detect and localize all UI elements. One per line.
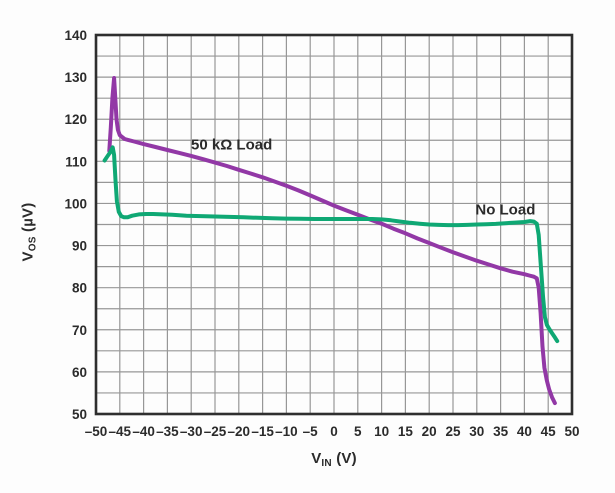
y-tick-label: 140 — [64, 28, 87, 43]
x-axis-label-symbol: V — [311, 450, 322, 467]
x-tick-label: –40 — [132, 424, 155, 439]
y-axis-label-symbol: V — [19, 251, 37, 262]
x-tick-label: –25 — [204, 424, 227, 439]
y-axis-label-subscript: OS — [27, 236, 39, 252]
x-tick-label: –5 — [303, 424, 319, 439]
x-axis-label-subscript: IN — [321, 458, 332, 469]
x-axis-label: VIN (V) — [311, 450, 357, 469]
x-tick-label: –50 — [85, 424, 108, 439]
x-tick-label: 35 — [493, 424, 509, 439]
x-tick-label: 25 — [445, 424, 461, 439]
x-tick-label: 0 — [330, 424, 338, 439]
x-tick-label: 15 — [398, 424, 414, 439]
plot-frame — [94, 33, 574, 416]
x-tick-label: 40 — [517, 424, 532, 439]
y-tick-label: 100 — [64, 196, 87, 211]
series-curve-1 — [102, 145, 560, 344]
x-tick-label: –30 — [180, 424, 203, 439]
x-axis-label-unit: (V) — [331, 450, 357, 467]
x-tick-label: 10 — [374, 424, 389, 439]
x-tick-label: 30 — [469, 424, 484, 439]
y-tick-label: 80 — [72, 281, 87, 296]
y-tick-label: 120 — [64, 112, 87, 127]
series-annotation-0: 50 kΩ Load — [191, 136, 272, 153]
x-tick-label: –45 — [109, 424, 132, 439]
y-tick-label: 60 — [72, 365, 87, 380]
x-tick-label: –35 — [156, 424, 179, 439]
x-tick-label: 50 — [564, 424, 579, 439]
y-tick-label: 110 — [65, 154, 87, 169]
x-tick-label: –10 — [275, 424, 298, 439]
series-curve-0 — [107, 76, 557, 406]
y-tick-label: 90 — [72, 239, 87, 254]
x-tick-label: 5 — [354, 424, 362, 439]
y-tick-label: 50 — [72, 407, 87, 422]
x-tick-label: 20 — [422, 424, 437, 439]
x-tick-label: 45 — [541, 424, 557, 439]
x-tick-label: –15 — [251, 424, 274, 439]
x-tick-label: –20 — [228, 424, 251, 439]
y-tick-label: 70 — [72, 323, 87, 338]
y-tick-label: 130 — [64, 70, 87, 85]
y-axis-label: VOS (µV) — [19, 202, 39, 262]
series-annotation-1: No Load — [475, 201, 535, 218]
y-axis-label-unit: (µV) — [19, 202, 37, 237]
